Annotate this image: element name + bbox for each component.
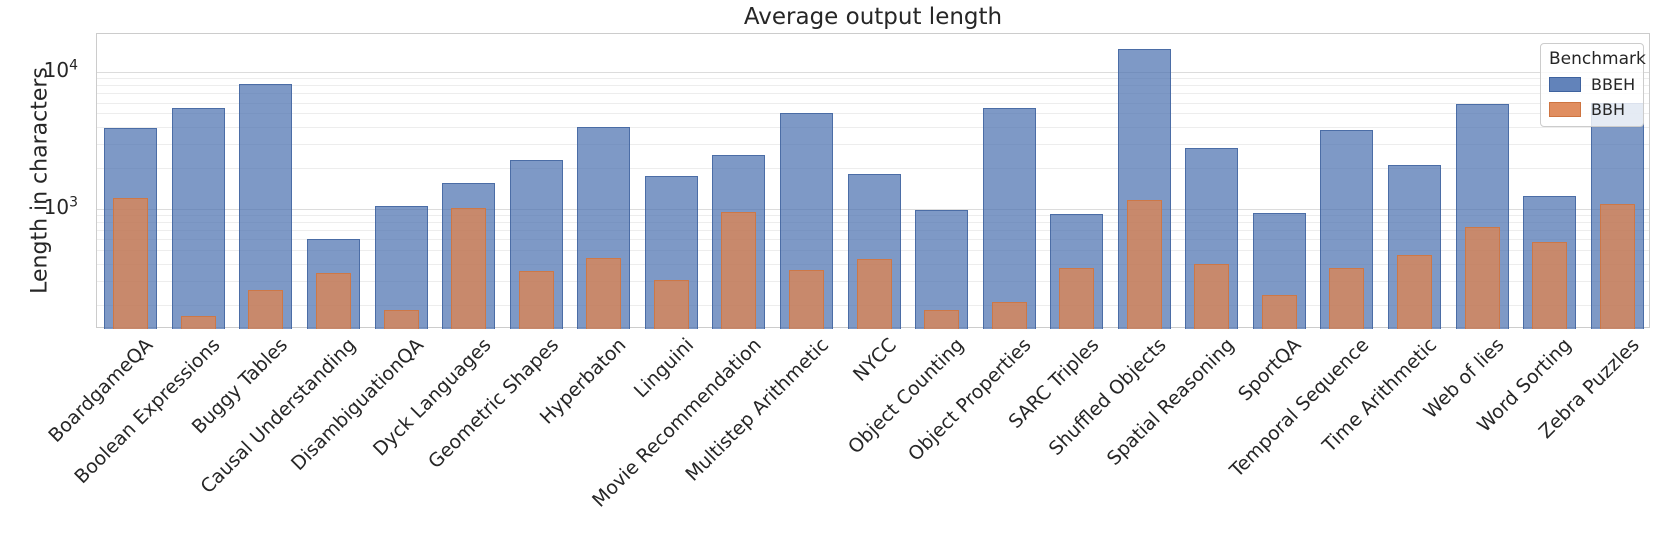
bar-bbh-linguini: [653, 279, 689, 329]
bar-bbh-movie-recommendation: [721, 212, 757, 329]
bar-bbeh-object-properties: [982, 108, 1036, 329]
legend-label-bbh: BBH: [1591, 100, 1625, 119]
bar-bbh-object-counting: [924, 310, 960, 329]
bar-bbh-dyck-languages: [451, 207, 487, 329]
legend-title: Benchmark: [1549, 49, 1646, 69]
x-tick-label-object-properties: Object Properties: [904, 334, 1036, 466]
bar-bbh-geometric-shapes: [518, 271, 554, 329]
bar-bbh-sportqa: [1261, 295, 1297, 329]
bar-bbh-multistep-arithmetic: [788, 269, 824, 329]
minor-gridline: [97, 102, 1649, 104]
bar-bbh-shuffled-objects: [1126, 200, 1162, 329]
legend-label-bbeh: BBEH: [1591, 75, 1636, 94]
minor-gridline: [97, 167, 1649, 169]
bar-bbh-disambiguationqa: [383, 310, 419, 329]
bar-bbh-object-properties: [991, 301, 1027, 329]
x-tick-label-nycc: NYCC: [848, 334, 901, 386]
legend-item-bbh: BBH: [1549, 100, 1635, 119]
bar-bbh-time-arithmetic: [1397, 255, 1433, 329]
bar-bbh-web-of-lies: [1464, 226, 1500, 329]
bar-bbh-spatial-reasoning: [1194, 263, 1230, 329]
minor-gridline: [97, 113, 1649, 115]
x-tick-label-linguini: Linguini: [629, 334, 698, 403]
legend: Benchmark BBEH BBH: [1540, 43, 1646, 127]
x-tick-label-dyck-languages: Dyck Languages: [368, 334, 496, 461]
x-tick-label-spatial-reasoning: Spatial Reasoning: [1102, 334, 1239, 470]
x-tick-label-time-arithmetic: Time Arithmetic: [1318, 334, 1442, 457]
x-tick-label-disambiguationqa: DisambiguationQA: [286, 334, 428, 476]
bar-bbeh-disambiguationqa: [374, 205, 428, 329]
bar-bbh-boolean-expressions: [180, 316, 216, 329]
minor-gridline: [97, 126, 1649, 128]
legend-item-bbeh: BBEH: [1549, 75, 1635, 94]
y-tick-label-10e4: 104: [43, 57, 78, 83]
plot-area: [96, 33, 1650, 329]
x-tick-label-geometric-shapes: Geometric Shapes: [423, 334, 563, 474]
chart-title: Average output length: [743, 4, 1003, 30]
bar-bbeh-buggy-tables: [239, 83, 293, 329]
major-gridline: [97, 72, 1649, 74]
x-tick-label-object-counting: Object Counting: [843, 334, 969, 459]
minor-gridline: [97, 78, 1649, 80]
bar-bbh-buggy-tables: [248, 290, 284, 329]
bar-bbh-hyperbaton: [586, 257, 622, 329]
minor-gridline: [97, 85, 1649, 87]
bar-bbeh-object-counting: [915, 209, 969, 329]
minor-gridline: [97, 93, 1649, 95]
bar-bbh-causal-understanding: [315, 273, 351, 329]
bar-bbh-temporal-sequence: [1329, 268, 1365, 329]
legend-swatch-bbh: [1549, 102, 1581, 117]
bar-bbh-sarc-triples: [1059, 268, 1095, 329]
x-tick-label-shuffled-objects: Shuffled Objects: [1044, 334, 1171, 460]
y-axis-label: Length in characters: [27, 67, 53, 294]
minor-gridline: [97, 143, 1649, 145]
bar-bbh-nycc: [856, 258, 892, 329]
y-tick-label-10e3: 103: [43, 194, 78, 220]
bar-bbh-boardgameqa: [113, 197, 149, 329]
bar-bbeh-boolean-expressions: [171, 108, 225, 329]
legend-swatch-bbeh: [1549, 77, 1581, 92]
bar-bbh-zebra-puzzles: [1599, 204, 1635, 329]
bar-bbh-word-sorting: [1532, 241, 1568, 329]
